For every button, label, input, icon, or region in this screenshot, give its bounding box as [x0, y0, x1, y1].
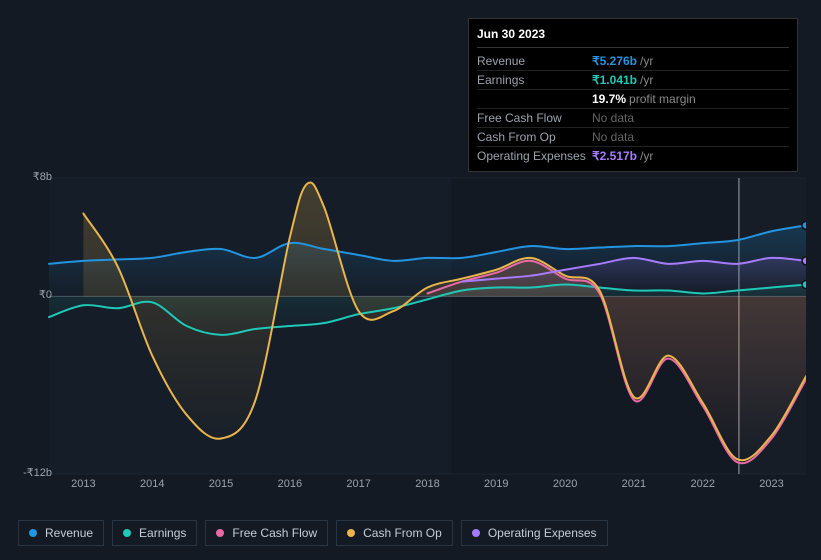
- tooltip-row: Cash From OpNo data: [477, 128, 789, 147]
- legend-item-free-cash-flow[interactable]: Free Cash Flow: [205, 520, 328, 546]
- tooltip-value: ₹1.041b/yr: [592, 73, 653, 87]
- x-axis-labels: 2013201420152016201720182019202020212022…: [49, 478, 806, 490]
- tooltip-value: ₹5.276b/yr: [592, 54, 653, 68]
- legend-item-cash-from-op[interactable]: Cash From Op: [336, 520, 453, 546]
- tooltip-value: No data: [592, 111, 634, 125]
- legend-item-revenue[interactable]: Revenue: [18, 520, 104, 546]
- legend-label: Cash From Op: [363, 526, 442, 540]
- x-axis-label: 2015: [187, 478, 256, 490]
- legend-dot-icon: [347, 529, 355, 537]
- legend-label: Revenue: [45, 526, 93, 540]
- legend-label: Earnings: [139, 526, 186, 540]
- x-axis-label: 2013: [49, 478, 118, 490]
- x-axis-label: 2021: [600, 478, 669, 490]
- x-axis-label: 2017: [324, 478, 393, 490]
- legend-dot-icon: [216, 529, 224, 537]
- x-axis-label: 2022: [668, 478, 737, 490]
- financials-chart[interactable]: 2013201420152016201720182019202020212022…: [16, 160, 806, 510]
- tooltip-value: No data: [592, 130, 634, 144]
- x-axis-label: 2020: [531, 478, 600, 490]
- x-axis-label: 2014: [118, 478, 187, 490]
- y-axis-label: -₹12b: [12, 466, 52, 479]
- tooltip-row: Earnings₹1.041b/yr: [477, 71, 789, 90]
- legend-dot-icon: [123, 529, 131, 537]
- x-axis-label: 2016: [255, 478, 324, 490]
- legend-dot-icon: [29, 529, 37, 537]
- legend-item-operating-expenses[interactable]: Operating Expenses: [461, 520, 608, 546]
- tooltip-date: Jun 30 2023: [477, 25, 789, 48]
- y-axis-label: ₹8b: [12, 170, 52, 183]
- tooltip-label: Free Cash Flow: [477, 111, 592, 125]
- hover-tooltip: Jun 30 2023 Revenue₹5.276b/yrEarnings₹1.…: [468, 18, 798, 172]
- tooltip-label: Cash From Op: [477, 130, 592, 144]
- tooltip-label: Earnings: [477, 73, 592, 87]
- x-axis-label: 2023: [737, 478, 806, 490]
- legend-label: Operating Expenses: [488, 526, 597, 540]
- tooltip-row: Free Cash FlowNo data: [477, 109, 789, 128]
- chart-legend: Revenue Earnings Free Cash Flow Cash From O…: [18, 520, 608, 546]
- legend-dot-icon: [472, 529, 480, 537]
- x-axis-label: 2018: [393, 478, 462, 490]
- x-axis-label: 2019: [462, 478, 531, 490]
- legend-item-earnings[interactable]: Earnings: [112, 520, 197, 546]
- y-axis-label: ₹0: [12, 288, 52, 301]
- legend-label: Free Cash Flow: [232, 526, 317, 540]
- tooltip-row: 19.7%profit margin: [477, 90, 789, 109]
- tooltip-row: Revenue₹5.276b/yr: [477, 52, 789, 71]
- tooltip-label: Revenue: [477, 54, 592, 68]
